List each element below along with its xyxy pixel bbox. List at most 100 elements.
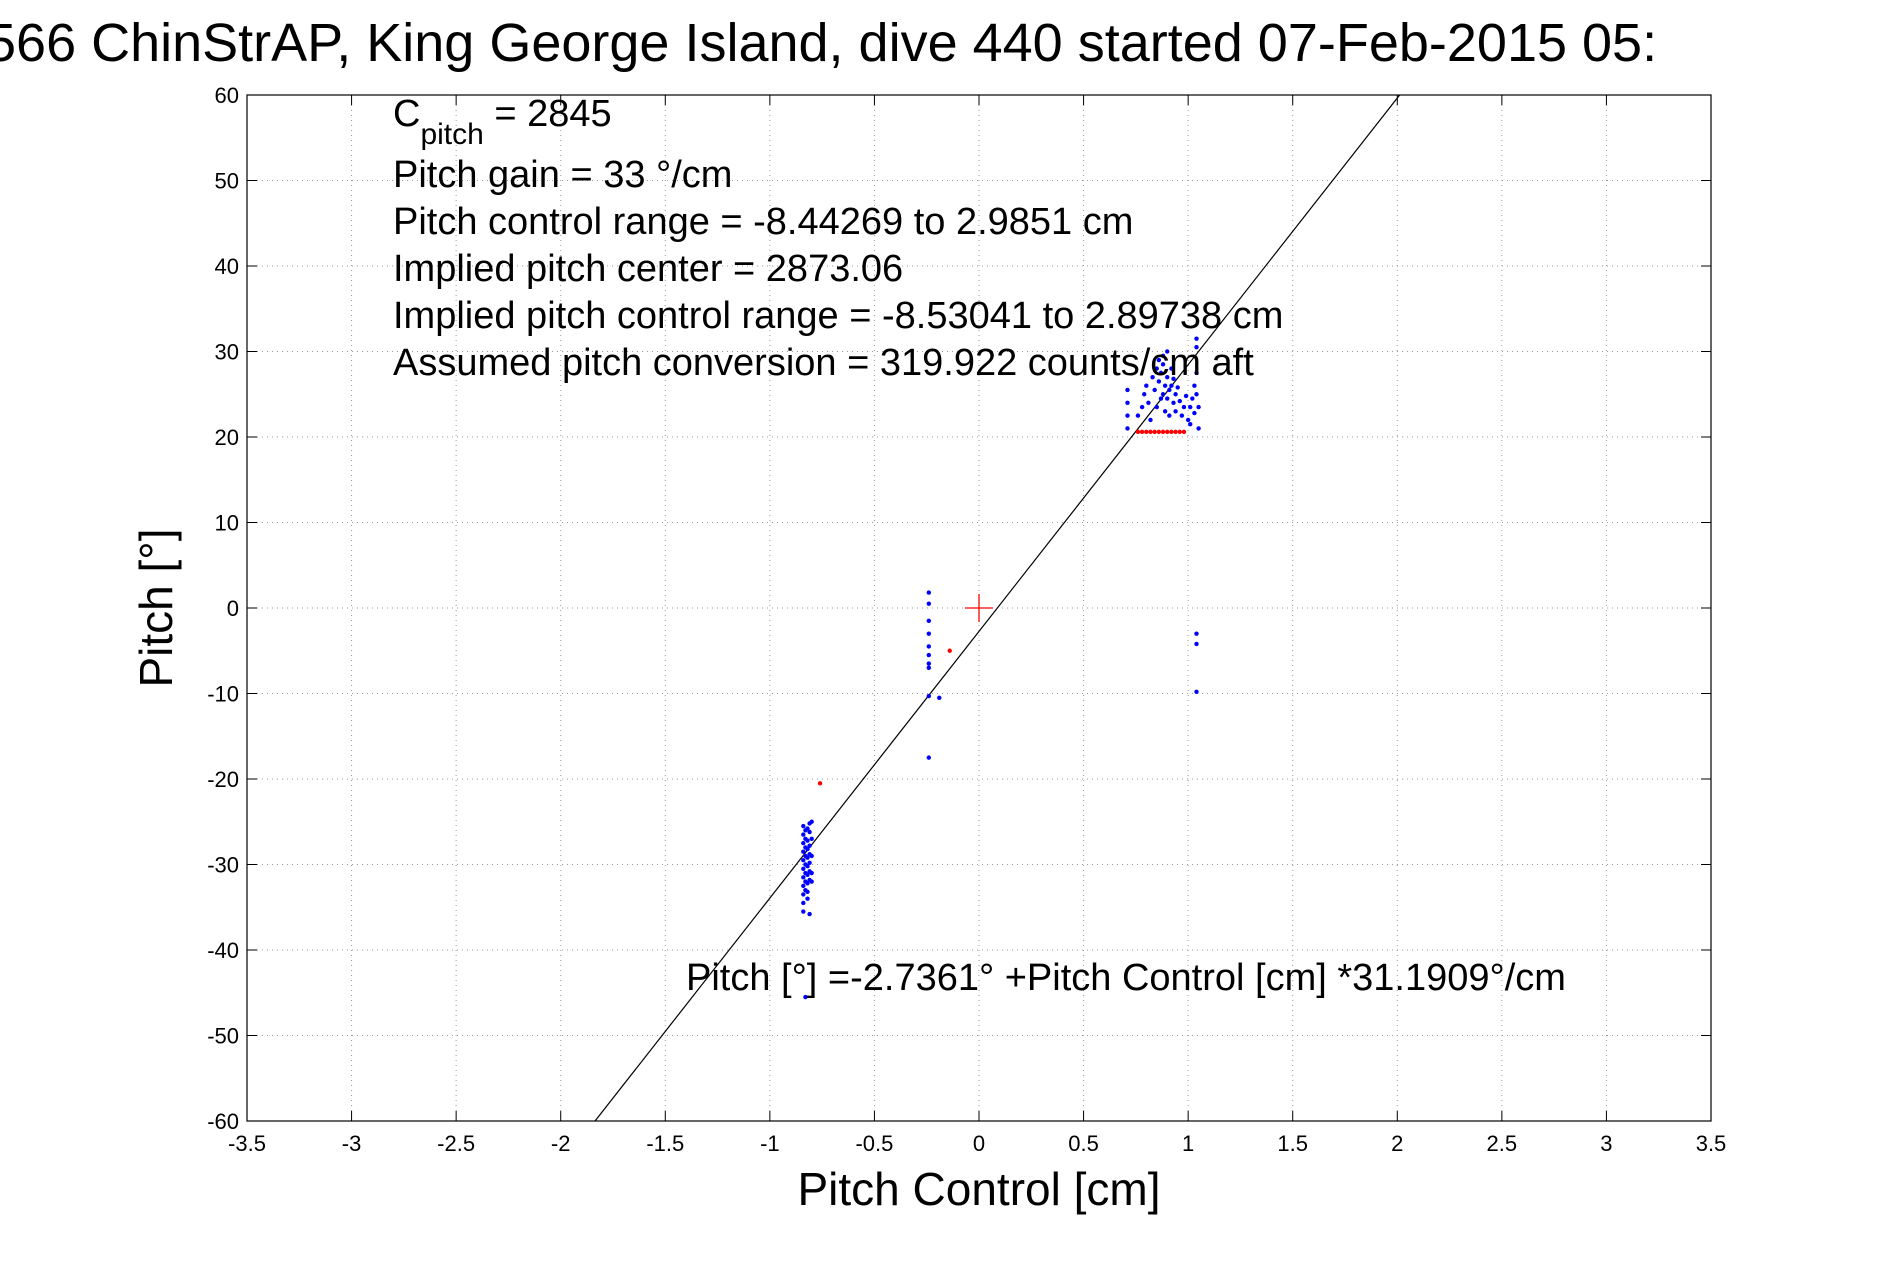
data-point-blue — [1169, 366, 1174, 371]
data-point-blue — [805, 881, 810, 886]
data-point-blue — [926, 755, 932, 760]
data-point-red — [947, 648, 952, 653]
data-point-blue — [1194, 631, 1199, 636]
y-tick-label: 10 — [215, 511, 239, 536]
data-point-blue — [1183, 393, 1189, 399]
data-point-red — [1181, 429, 1187, 435]
data-point-blue — [926, 644, 932, 649]
data-point-blue — [801, 840, 806, 846]
data-point-blue — [1167, 387, 1172, 393]
data-point-red — [1173, 429, 1178, 435]
data-point-blue — [1192, 410, 1197, 416]
data-point-red — [1135, 429, 1141, 435]
y-tick-label: 20 — [215, 425, 239, 450]
data-point-blue — [1160, 392, 1166, 397]
data-point-blue — [1190, 396, 1195, 401]
data-point-blue — [1169, 383, 1174, 388]
data-point-blue — [926, 601, 932, 606]
data-point-blue — [1162, 409, 1168, 414]
x-tick-label: -3.5 — [228, 1131, 266, 1156]
data-point-blue — [809, 836, 814, 842]
x-axis-label: Pitch Control [cm] — [798, 1163, 1161, 1215]
data-point-blue — [1125, 413, 1130, 418]
data-point-blue — [1181, 404, 1187, 410]
data-point-blue — [805, 872, 810, 877]
fit-equation-label: Pitch [°] =-2.7361° +Pitch Control [cm] … — [686, 957, 1566, 999]
data-point-blue — [1194, 641, 1199, 647]
data-point-blue — [809, 879, 814, 884]
data-point-blue — [1196, 404, 1201, 410]
x-tick-label: 1 — [1182, 1131, 1194, 1156]
axis-ticks: -3.5 -3 -2.5 -2 -1.5 -1 -0.5 0 0.5 1 1.5 2 2.5 3 3.5 -6… — [207, 83, 1726, 1156]
data-point-blue — [1194, 336, 1199, 341]
chart-title-text: 566 ChinStrAP, King George Island, dive … — [0, 13, 1658, 73]
data-point-blue — [926, 661, 932, 666]
x-tick-label: 0 — [973, 1131, 985, 1156]
x-tick-label: 3.5 — [1696, 1131, 1727, 1156]
y-tick-label: -40 — [207, 938, 239, 963]
axes-box — [246, 94, 1712, 1122]
x-tick-label: -1.5 — [646, 1131, 684, 1156]
data-point-blue — [807, 829, 812, 835]
annotation-line: Cpitch = 2845 — [393, 93, 612, 151]
y-tick-label: -20 — [207, 767, 239, 792]
data-point-blue — [926, 652, 932, 658]
data-point-blue — [1162, 383, 1168, 388]
annotation-line: Assumed pitch conversion = 319.922 count… — [393, 342, 1254, 384]
x-tick-label: -2.5 — [437, 1131, 475, 1156]
data-point-blue — [1139, 404, 1145, 410]
data-point-blue — [801, 823, 806, 829]
annotation-line: Pitch control range = -8.44269 to 2.9851… — [393, 201, 1133, 243]
x-tick-label: -2 — [551, 1131, 571, 1156]
y-tick-label: -50 — [207, 1024, 239, 1049]
data-point-red — [1169, 429, 1174, 435]
data-point-blue — [805, 855, 810, 860]
data-point-red — [1160, 429, 1166, 435]
data-point-red — [1152, 429, 1157, 435]
data-point-blue — [1146, 400, 1151, 405]
data-point-blue — [807, 911, 812, 917]
data-point-blue — [801, 832, 806, 837]
data-point-blue — [805, 826, 810, 831]
data-point-blue — [1177, 398, 1182, 404]
data-point-red — [817, 781, 823, 786]
data-point-blue — [1192, 383, 1197, 388]
data-point-blue — [805, 846, 810, 852]
data-point-blue — [1144, 383, 1149, 388]
data-point-blue — [1175, 385, 1180, 390]
data-point-blue — [1125, 387, 1130, 393]
data-point-blue — [801, 892, 806, 897]
y-tick-label: 40 — [215, 254, 239, 279]
data-point-red — [1148, 429, 1153, 435]
data-point-blue — [807, 860, 812, 865]
data-point-blue — [1194, 370, 1199, 376]
y-tick-label: -10 — [207, 682, 239, 707]
x-tick-label: 3 — [1600, 1131, 1612, 1156]
data-point-blue — [1179, 413, 1185, 418]
data-point-blue — [805, 864, 810, 869]
data-point-blue — [1156, 357, 1162, 363]
data-point-blue — [1171, 400, 1176, 405]
data-point-blue — [1158, 396, 1164, 401]
data-point-blue — [1150, 374, 1155, 380]
data-point-blue — [1188, 421, 1193, 427]
fit-line-layer — [594, 94, 1401, 1122]
y-tick-label: 30 — [215, 340, 239, 365]
data-point-blue — [809, 853, 814, 859]
annotation-line: Implied pitch center = 2873.06 — [393, 248, 903, 290]
data-point-blue — [1165, 396, 1170, 401]
data-point-blue — [926, 590, 932, 595]
data-point-blue — [805, 889, 810, 895]
x-tick-label: -0.5 — [855, 1131, 893, 1156]
data-point-blue — [1158, 370, 1164, 376]
data-point-blue — [1125, 400, 1130, 405]
data-point-blue — [1194, 392, 1199, 397]
data-point-blue — [1152, 387, 1157, 393]
data-point-blue — [801, 909, 806, 914]
data-points — [801, 336, 1201, 1000]
data-point-blue — [1156, 379, 1162, 384]
data-point-blue — [801, 866, 806, 871]
y-tick-label: 60 — [215, 83, 239, 108]
